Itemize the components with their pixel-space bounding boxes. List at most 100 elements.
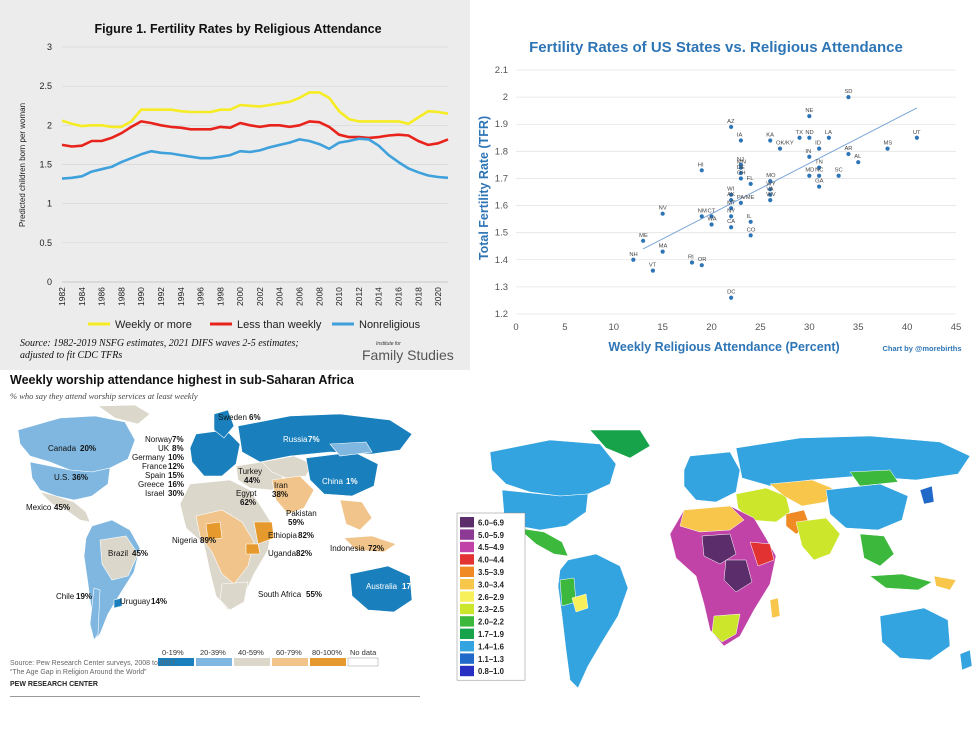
mexico-shape: [39, 491, 91, 523]
label-uganda-value: 82%: [296, 549, 312, 558]
chart2-point-label: KA: [766, 132, 774, 138]
chart2-point-label: NY: [727, 208, 735, 214]
mongolia-tfr-shape: [849, 469, 899, 487]
label-mexico-name: Mexico: [26, 503, 52, 512]
chart2-x-tick: 20: [706, 322, 717, 333]
png-tfr-shape: [933, 575, 957, 591]
label-sweden-name: Sweden: [218, 413, 247, 422]
chart2-point-label: IN: [805, 149, 811, 155]
label-us-name: U.S.: [54, 473, 70, 482]
greenland-shape: [97, 404, 151, 425]
chile-shape: [89, 587, 101, 641]
tfr-legend-swatch: [460, 665, 474, 677]
chart1-series-line: [61, 137, 449, 180]
label-nigeria-name: Nigeria: [172, 536, 198, 545]
chart2-x-tick: 10: [608, 322, 619, 333]
brazil-shape: [99, 535, 139, 581]
chart2-point-label: MT: [727, 200, 736, 206]
australia-tfr-shape: [879, 607, 951, 661]
north-africa-tfr-shape: [679, 505, 745, 533]
tfr-legend-swatch: [460, 641, 474, 652]
chart2-y-tick: 1.7: [495, 173, 508, 184]
chart2-point: [738, 170, 743, 176]
chart1-x-tick: 1988: [116, 287, 126, 306]
legend-swatch-40-59: [234, 658, 270, 666]
australia-shape: [349, 565, 413, 613]
chart2-point-label: TX: [796, 130, 804, 136]
chart2-point: [807, 154, 812, 159]
chart2-point-label: UT: [913, 130, 921, 136]
tfr-legend-swatch: [460, 517, 474, 528]
chart1-y-tick: 2.5: [39, 81, 52, 91]
label-china-value: 1%: [346, 477, 358, 486]
worship-map-panel: Weekly worship attendance highest in sub…: [0, 370, 428, 729]
chart2-x-tick: 40: [902, 322, 913, 333]
label-indonesia-name: Indonesia: [330, 544, 365, 553]
chart2-point-label: MD: [805, 168, 814, 174]
chart2-y-tick: 2.1: [495, 65, 508, 76]
nigeria-shape: [205, 521, 223, 541]
tfr-legend-label: 2.0–2.2: [478, 618, 505, 627]
chart2-point-label: AZ: [727, 119, 735, 125]
chart2-point: [748, 219, 753, 224]
chart1-x-tick: 2014: [374, 287, 384, 306]
chart2-point: [689, 260, 695, 265]
chart1-x-tick: 2020: [433, 287, 443, 306]
madagascar-tfr-shape: [769, 597, 781, 619]
chart2-point: [729, 295, 734, 300]
label-canada-value: 20%: [80, 444, 96, 453]
label-chile-name: Chile: [56, 592, 75, 601]
chart1-x-tick: 2012: [354, 287, 364, 306]
chart2-point: [807, 113, 812, 119]
chart2-point: [729, 225, 734, 230]
chart2-point-label: AK: [727, 192, 735, 198]
south-asia-shape: [271, 475, 315, 515]
legend-swatch-no-data: [347, 657, 379, 667]
chart2-point-label: WV: [766, 192, 775, 198]
pew-map-subtitle: % who say they attend worship services a…: [10, 391, 198, 401]
legend-no-data: No data: [350, 648, 377, 657]
tfr-legend-label: 2.3–2.5: [478, 605, 505, 614]
legend-80-100: 80-100%: [312, 648, 342, 657]
chart1-x-tick: 2008: [314, 287, 324, 306]
chart2-point-label: SC: [835, 168, 843, 174]
chart2-point: [699, 263, 704, 268]
chart2-title: Fertility Rates of US States vs. Religio…: [529, 39, 903, 56]
chart2-point-label: ID: [815, 141, 821, 147]
southeast-asia-tfr-shape: [859, 533, 895, 567]
legend-0-19: 0-19%: [162, 648, 184, 657]
chart2-y-axis-label: Total Fertility Rate (TFR): [477, 116, 491, 260]
label-iran-value: 38%: [272, 490, 288, 499]
tfr-map-panel: 6.0–6.9 5.0–5.9 4.5–4.9 4.0–4.4 3.5–3.9 3.0–3…: [440, 430, 978, 729]
tfr-legend-swatch: [460, 554, 474, 565]
label-greece-name: Greece: [138, 480, 165, 489]
chart2-point: [856, 160, 861, 165]
chart1-y-tick: 0: [47, 277, 52, 287]
chart2-point: [768, 138, 773, 143]
chart2-point: [738, 200, 743, 205]
label-south-africa-value: 55%: [306, 590, 322, 599]
legend-20-39: 20-39%: [200, 648, 226, 657]
chart1-series-line: [61, 120, 449, 148]
label-russia-value: 7%: [308, 435, 320, 444]
legend-swatch-80-100: [310, 658, 346, 666]
label-uruguay-name: Uruguay: [120, 597, 150, 606]
chart1-y-tick: 1.5: [39, 160, 52, 170]
pew-bottom-rule: [10, 696, 420, 697]
chart2-point: [729, 124, 734, 130]
pew-map-title: Weekly worship attendance highest in sub…: [10, 373, 354, 387]
label-norway-name: Norway: [145, 435, 172, 444]
chart2-point-label: DC: [727, 290, 735, 296]
africa-tfr-shape: [669, 505, 777, 647]
chart2-point: [699, 168, 704, 173]
label-egypt-value: 62%: [240, 498, 256, 507]
chart2-point: [748, 233, 753, 238]
tfr-legend-label: 2.6–2.9: [478, 593, 505, 602]
chart1-x-ticks: 1982 1984 1986 1988 1990 1992 1994 1996 1998 2000…: [57, 287, 443, 306]
chart2-y-ticks: 1.2 1.3 1.4 1.5 1.6 1.7 1.8 1.9 2 2.1: [495, 65, 508, 320]
usa-shape: [29, 461, 111, 501]
chart2-x-tick: 35: [853, 322, 864, 333]
chart1-x-tick: 2010: [334, 287, 344, 306]
label-spain-value: 15%: [168, 471, 184, 480]
chart2-point: [768, 179, 773, 184]
